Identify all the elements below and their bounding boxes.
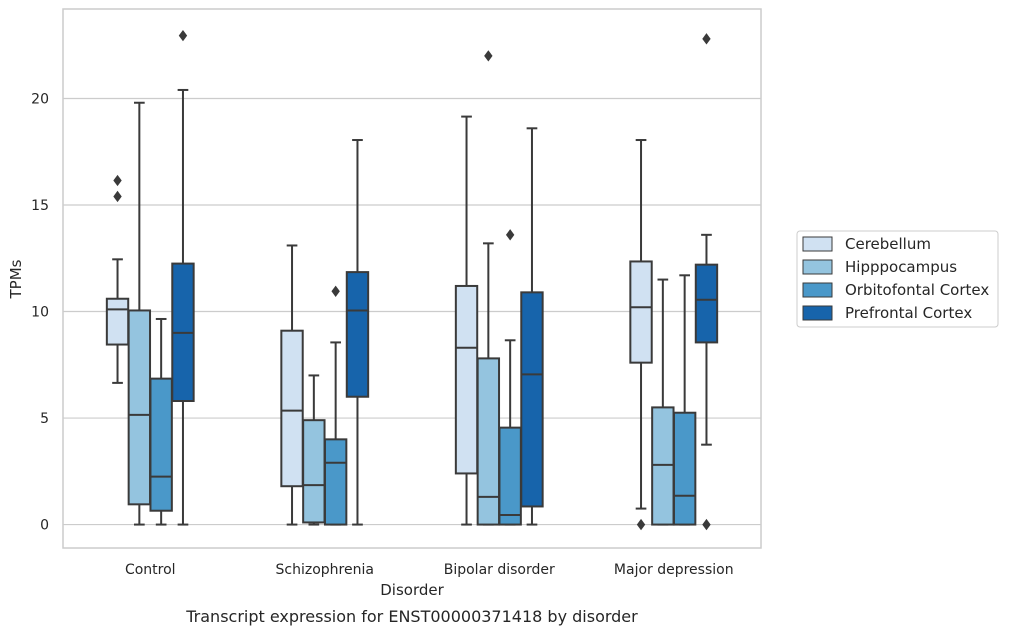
- box-body: [476, 357, 501, 526]
- outlier-point: [702, 518, 711, 531]
- x-tick-label: Control: [125, 562, 176, 578]
- outlier-point: [113, 190, 122, 203]
- y-tick-label: 5: [40, 411, 49, 427]
- box: [651, 278, 675, 526]
- legend-item: Orbitofontal Cortex: [802, 281, 989, 299]
- box-body: [454, 284, 479, 475]
- box: [149, 317, 173, 526]
- box: [280, 244, 304, 526]
- outlier-point: [702, 33, 711, 45]
- box-body: [302, 419, 326, 524]
- legend-swatch: [802, 259, 833, 275]
- legend-label: Hipppocampus: [845, 258, 957, 276]
- box-body: [127, 309, 152, 506]
- box: [520, 127, 544, 526]
- outlier-point: [505, 229, 515, 241]
- legend-item: Hipppocampus: [802, 258, 957, 276]
- x-tick-label: Major depression: [614, 562, 734, 578]
- outlier-point: [484, 50, 493, 62]
- box-body: [280, 329, 304, 488]
- plot-frame: [62, 8, 762, 549]
- box-body: [323, 438, 348, 526]
- category-group: [454, 50, 544, 526]
- legend-label: Prefrontal Cortex: [845, 304, 972, 322]
- y-tick-label: 20: [31, 91, 49, 107]
- y-tick-label: 15: [31, 198, 49, 214]
- x-tick-label: Bipolar disorder: [444, 562, 555, 578]
- legend-swatch: [802, 305, 833, 321]
- outlier-point: [331, 285, 340, 297]
- y-tick-labels: 0 5 10 15 20: [31, 91, 49, 533]
- legend: Cerebellum Hipppocampus Orbitofontal Corte…: [796, 230, 999, 328]
- y-axis-label: TPMs: [7, 259, 25, 299]
- legend-item: Cerebellum: [802, 235, 931, 253]
- box: [454, 115, 479, 526]
- box: [345, 139, 370, 526]
- chart-caption: Transcript expression for ENST0000037141…: [185, 607, 638, 626]
- box-body: [105, 297, 130, 346]
- category-group: [105, 29, 195, 526]
- box-groups: [105, 29, 719, 531]
- legend-label: Orbitofontal Cortex: [845, 281, 989, 299]
- box-body: [520, 291, 544, 508]
- box-body: [651, 406, 675, 526]
- y-tick-label: 10: [31, 305, 49, 321]
- box: [629, 139, 653, 531]
- box-body: [345, 271, 370, 398]
- category-group: [280, 139, 370, 526]
- box: [476, 50, 501, 526]
- legend-label: Cerebellum: [845, 235, 931, 253]
- legend-swatch: [802, 282, 833, 298]
- y-tick-label: 0: [40, 518, 49, 534]
- box: [694, 33, 719, 531]
- box: [127, 101, 152, 526]
- outlier-point: [113, 174, 122, 187]
- outlier-point: [636, 518, 646, 531]
- box-body: [629, 260, 653, 364]
- box-body: [149, 377, 173, 512]
- legend-item: Prefrontal Cortex: [802, 304, 972, 322]
- box-body: [694, 263, 719, 344]
- box: [672, 274, 697, 526]
- box: [498, 229, 522, 526]
- category-group: [629, 33, 719, 531]
- box-body: [498, 426, 522, 526]
- legend-swatch: [802, 236, 833, 252]
- box: [323, 285, 348, 526]
- box-body: [672, 411, 697, 526]
- x-axis-label: Disorder: [380, 581, 444, 599]
- box: [302, 374, 326, 526]
- outlier-point: [178, 29, 188, 42]
- box: [171, 29, 195, 526]
- legend-frame: [796, 230, 999, 328]
- box: [105, 174, 130, 384]
- x-tick-labels: Control Schizophrenia Bipolar disorder Majo…: [125, 562, 734, 578]
- x-tick-label: Schizophrenia: [276, 562, 374, 578]
